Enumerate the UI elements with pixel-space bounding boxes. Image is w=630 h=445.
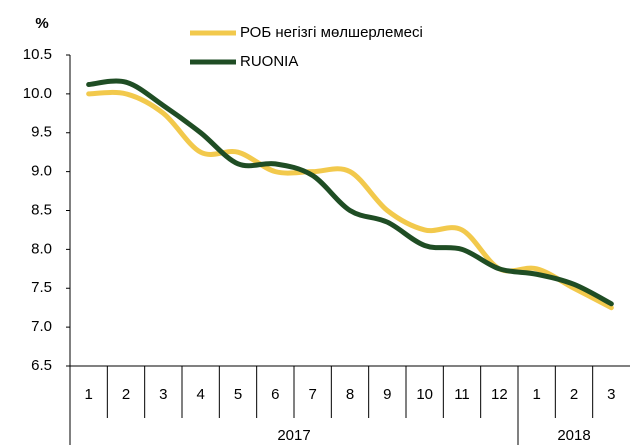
y-tick-label: 8.0 (31, 240, 52, 257)
x-tick-label: 4 (196, 386, 204, 403)
y-tick-label: 7.5 (31, 279, 52, 296)
y-tick-label: 10.5 (23, 46, 52, 63)
y-tick-label: 10.0 (23, 85, 52, 102)
x-tick-label: 5 (234, 386, 242, 403)
y-tick-label: 8.5 (31, 201, 52, 218)
y-unit: % (35, 15, 48, 32)
x-tick-label: 12 (491, 386, 508, 403)
y-tick-label: 6.5 (31, 357, 52, 374)
x-tick-label: 9 (383, 386, 391, 403)
x-tick-label: 7 (308, 386, 316, 403)
x-tick-label: 2 (570, 386, 578, 403)
y-tick-label: 9.5 (31, 124, 52, 141)
y-tick-label: 9.0 (31, 163, 52, 180)
x-tick-label: 11 (454, 386, 470, 403)
x-tick-label: 2 (122, 386, 130, 403)
legend-label: RUONIA (240, 53, 298, 70)
x-tick-label: 1 (532, 386, 540, 403)
x-tick-label: 3 (607, 386, 615, 403)
x-tick-label: 10 (416, 386, 433, 403)
x-group-label: 2018 (557, 427, 590, 444)
series-line (86, 78, 614, 307)
x-tick-label: 3 (159, 386, 167, 403)
y-tick-label: 7.0 (31, 318, 52, 335)
series-line (86, 89, 614, 311)
x-group-label: 2017 (277, 427, 310, 444)
x-tick-label: 8 (346, 386, 354, 403)
x-tick-label: 1 (84, 386, 92, 403)
x-tick-label: 6 (271, 386, 279, 403)
legend-label: РОБ негізгі мөлшерлемесі (240, 24, 423, 41)
